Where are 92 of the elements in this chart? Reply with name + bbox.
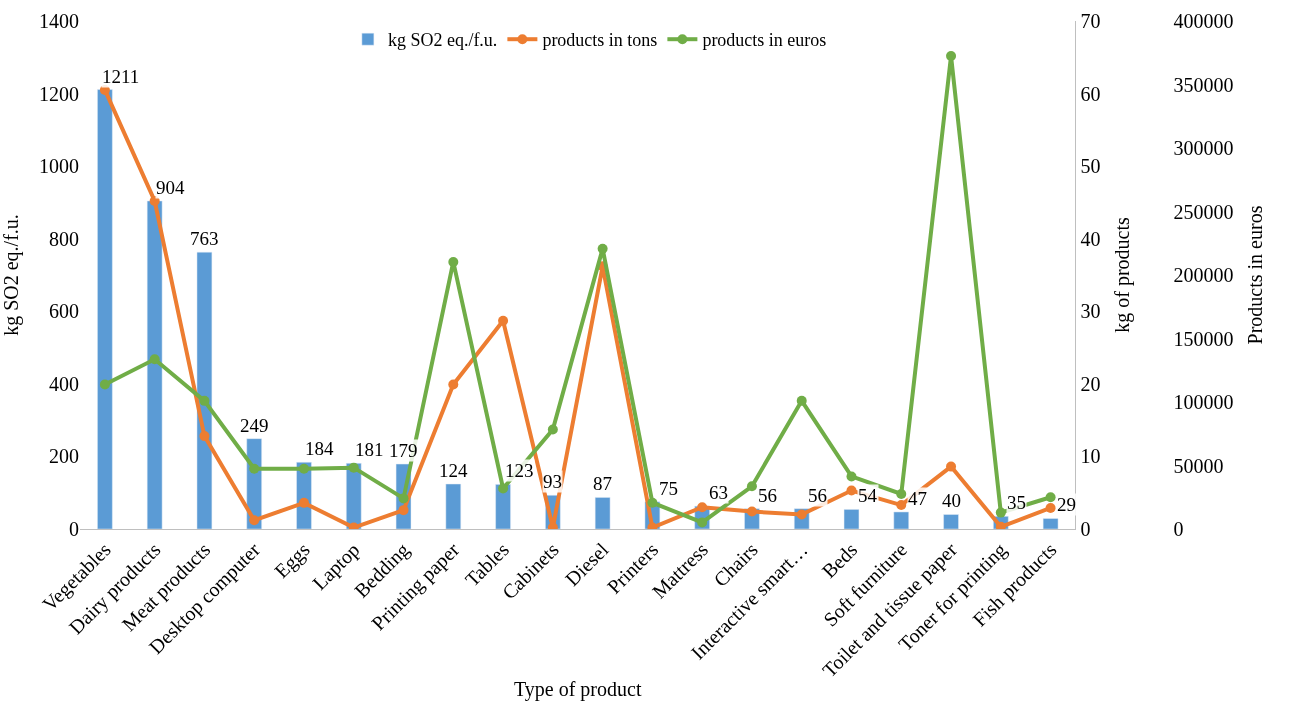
point [398,493,409,504]
data-label: 184 [305,438,334,459]
y2-tick-label: 60 [1080,82,1101,105]
point [746,506,757,517]
data-label: 63 [709,482,728,503]
point [846,485,857,496]
point [995,507,1006,518]
point [896,500,907,511]
data-label: 56 [808,485,827,506]
point [796,395,807,406]
point [547,424,558,435]
data-label: 47 [908,488,927,509]
y3-tick-label: 0 [1173,518,1184,540]
y3-tick-label: 300000 [1173,137,1234,159]
y-axis-title: kg SO2 eq./f.u. [0,214,23,336]
bar [594,497,611,529]
y3-tick-label: 150000 [1173,327,1234,350]
data-label: 40 [942,490,961,511]
point [498,315,509,326]
point [1045,502,1056,513]
bar [445,483,462,529]
bar [943,514,959,529]
point [896,488,907,499]
legend-label: kg SO2 eq./f.u. [387,30,498,51]
y-tick-label: 1000 [39,155,79,178]
bar [893,511,909,529]
point [946,461,957,472]
point [348,462,359,473]
point [149,195,160,206]
y3-tick-label: 50000 [1173,454,1224,477]
bar [1042,518,1059,529]
bar [843,509,860,529]
y2-tick-label: 20 [1080,372,1101,395]
point [697,502,708,513]
point [946,51,957,62]
y3-tick-label: 100000 [1173,391,1234,413]
data-label: 1211 [102,66,140,87]
bar [146,200,163,529]
point [746,481,757,492]
y-tick-label: 400 [49,372,79,395]
point [398,505,409,516]
y-tick-label: 1200 [39,82,79,105]
y-tick-label: 800 [49,227,79,250]
point [448,256,459,267]
point [199,431,210,442]
legend-label: products in tons [542,30,658,51]
y2-tick-label: 0 [1080,518,1091,540]
data-label: 93 [543,471,562,492]
point [199,395,210,406]
y3-tick-label: 400000 [1173,10,1234,32]
legend-label: products in euros [702,30,827,51]
y3-tick-label: 200000 [1173,264,1234,286]
y-tick-label: 1400 [39,10,79,32]
point [448,379,459,390]
data-label: 123 [505,460,534,481]
data-label: 35 [1007,492,1026,513]
y-tick-label: 200 [49,445,79,468]
data-label: 181 [355,439,384,460]
x-axis-title: Type of product [514,677,642,701]
y3-tick-label: 250000 [1173,200,1234,223]
y3-axis-title: Products in euros [1244,205,1267,345]
y2-tick-label: 40 [1080,227,1101,250]
y-tick-label: 600 [49,300,79,323]
y2-tick-label: 70 [1080,10,1101,32]
bar [196,251,213,529]
y2-tick-label: 30 [1080,300,1101,323]
point [647,497,658,508]
point [1045,492,1056,503]
point [249,515,260,526]
data-label: 179 [389,440,418,461]
y2-tick-label: 50 [1080,155,1101,178]
y2-tick-label: 10 [1080,445,1101,468]
data-label: 56 [758,485,777,506]
point [249,463,260,474]
point [298,463,309,474]
point [498,483,509,494]
data-label: 29 [1057,494,1076,515]
data-label: 54 [858,485,878,506]
point [149,354,160,365]
y3-tick-label: 350000 [1173,73,1234,96]
data-label: 763 [190,228,219,249]
data-label: 904 [156,177,185,198]
point [298,497,309,508]
data-label: 249 [240,415,269,436]
point [99,379,110,390]
data-label: 75 [659,478,678,499]
data-label: 87 [593,473,612,494]
y-tick-label: 0 [69,518,79,540]
point [597,243,608,254]
data-label: 124 [439,460,468,481]
point [846,471,857,482]
y2-axis-title: kg of products [1110,217,1134,333]
